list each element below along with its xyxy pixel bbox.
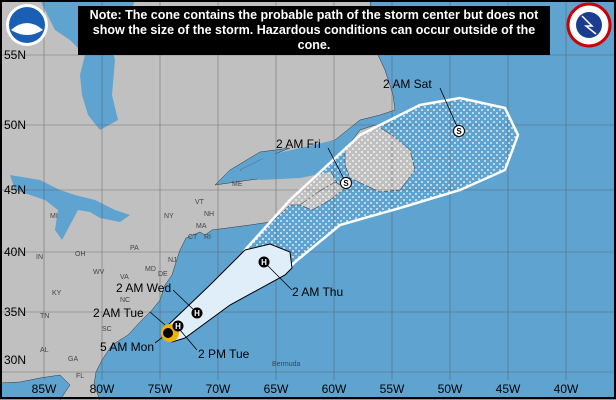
svg-text:MI: MI [50, 213, 58, 220]
label-2am-tue: 2 AM Tue [93, 306, 144, 320]
latitude-labels: 55N 50N 45N 40N 35N 30N [4, 48, 26, 367]
bermuda-label: Bermuda [272, 361, 301, 368]
svg-text:70W: 70W [206, 382, 231, 396]
svg-text:NY: NY [164, 213, 174, 220]
svg-text:45N: 45N [4, 183, 26, 197]
label-2am-fri: 2 AM Fri [276, 137, 321, 151]
svg-text:VT: VT [195, 199, 205, 206]
svg-text:85W: 85W [32, 382, 57, 396]
svg-text:40W: 40W [554, 382, 579, 396]
svg-text:OH: OH [75, 251, 86, 258]
svg-text:MD: MD [145, 266, 156, 273]
longitude-labels: 85W 80W 75W 70W 65W 60W 55W 50W 45W 40W [32, 382, 579, 396]
current-storm-icon [163, 328, 173, 338]
label-2am-wed: 2 AM Wed [116, 281, 171, 295]
label-2pm-tue: 2 PM Tue [198, 347, 250, 361]
great-lakes [10, 175, 130, 240]
svg-text:55W: 55W [380, 382, 405, 396]
svg-text:55N: 55N [4, 48, 26, 62]
svg-text:S: S [343, 179, 349, 188]
label-5am-mon: 5 AM Mon [100, 340, 154, 354]
svg-text:CT: CT [188, 234, 198, 241]
svg-text:PA: PA [130, 245, 139, 252]
svg-text:50W: 50W [438, 382, 463, 396]
svg-text:75W: 75W [148, 382, 173, 396]
track-markers: H H H S S [163, 125, 465, 338]
storm-marker-2am-sat [453, 125, 465, 137]
svg-text:S: S [456, 127, 462, 136]
svg-text:50N: 50N [4, 118, 26, 132]
hurricane-marker-2am-thu [258, 256, 270, 268]
svg-text:40N: 40N [4, 245, 26, 259]
svg-text:65W: 65W [264, 382, 289, 396]
svg-text:DE: DE [158, 271, 168, 278]
svg-text:NC: NC [120, 297, 130, 304]
svg-text:TN: TN [40, 313, 49, 320]
svg-text:VA: VA [120, 274, 129, 281]
cone-days-4-5 [243, 96, 520, 274]
label-2am-thu: 2 AM Thu [292, 285, 343, 299]
nws-logo [566, 2, 612, 48]
hurricane-marker-2pm-tue [172, 320, 184, 332]
svg-text:IN: IN [36, 254, 43, 261]
graticule [0, 0, 616, 380]
hurricane-marker-2am-wed [191, 307, 203, 319]
svg-text:GA: GA [68, 356, 78, 363]
svg-text:WV: WV [93, 269, 105, 276]
svg-text:60W: 60W [322, 382, 347, 396]
svg-text:35N: 35N [4, 305, 26, 319]
svg-text:NJ: NJ [168, 257, 177, 264]
cone-disclaimer-note: Note: The cone contains the probable pat… [78, 6, 550, 55]
svg-text:AL: AL [40, 347, 49, 354]
gulf-of-st-lawrence [240, 140, 345, 180]
svg-text:H: H [175, 322, 181, 331]
svg-text:RI: RI [204, 234, 211, 241]
svg-text:45W: 45W [496, 382, 521, 396]
svg-text:30N: 30N [4, 353, 26, 367]
svg-text:ME: ME [232, 181, 243, 188]
label-2am-sat: 2 AM Sat [383, 77, 432, 91]
svg-text:FL: FL [76, 373, 84, 380]
storm-marker-2am-fri [340, 177, 352, 189]
svg-text:KY: KY [52, 290, 62, 297]
noaa-logo [6, 4, 48, 46]
svg-text:MA: MA [196, 223, 207, 230]
svg-text:SC: SC [102, 326, 112, 333]
svg-text:H: H [194, 309, 200, 318]
svg-text:NH: NH [204, 211, 214, 218]
svg-text:80W: 80W [90, 382, 115, 396]
svg-text:H: H [261, 258, 267, 267]
